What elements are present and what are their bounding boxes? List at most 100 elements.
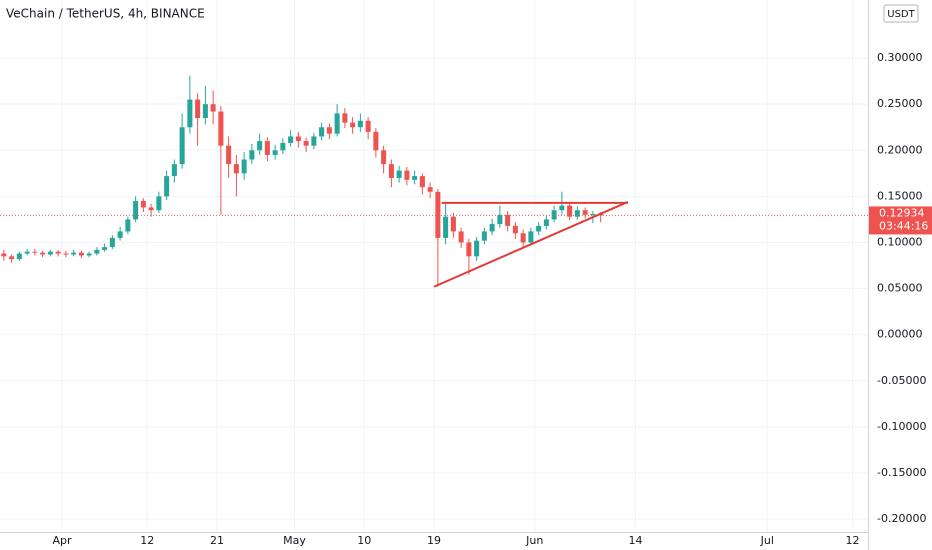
candle-body [218, 111, 224, 146]
x-tick-label: May [283, 534, 306, 547]
candle-body [590, 213, 596, 215]
candle-body [249, 150, 255, 160]
candle-body [226, 145, 232, 165]
candle-body [78, 252, 84, 256]
candle-body [264, 141, 270, 155]
candle-body [559, 205, 565, 211]
candle-body [381, 150, 387, 165]
candle-body [280, 142, 286, 151]
candle-body [241, 159, 247, 174]
candle-body [350, 122, 356, 128]
candle-body [481, 231, 487, 241]
grid [0, 0, 868, 532]
y-tick-label: 0.15000 [877, 189, 923, 202]
candle-body [373, 131, 379, 151]
y-tick-label: -0.05000 [877, 374, 926, 387]
candle-body [466, 242, 472, 257]
candle-body [102, 247, 108, 250]
candle-body [427, 187, 433, 192]
y-tick-label: -0.15000 [877, 466, 926, 479]
candle-body [365, 120, 371, 132]
candle-body [319, 127, 325, 137]
candle-body [1, 253, 7, 257]
candle-body [396, 170, 402, 178]
candle-body [272, 150, 278, 155]
y-tick-label: 0.25000 [877, 97, 923, 110]
y-tick-label: 0.00000 [877, 328, 923, 341]
candle-body [257, 141, 263, 151]
candle-body [505, 214, 511, 226]
candle-body [133, 200, 139, 220]
countdown-label: 03:44:16 [879, 219, 928, 232]
candle-body [32, 251, 38, 253]
candle-body [334, 113, 340, 134]
last-price-badge [869, 206, 932, 235]
candle-body [233, 164, 239, 174]
x-tick-label: Jul [760, 534, 774, 547]
candle-body [140, 200, 146, 208]
candle-body [536, 225, 542, 232]
candle-body [582, 210, 588, 215]
candle-body [512, 225, 518, 234]
candle-body [187, 99, 193, 128]
candle-body [543, 219, 549, 226]
candle-body [450, 216, 456, 232]
y-tick-label: 0.05000 [877, 282, 923, 295]
x-tick-label: Jun [525, 534, 543, 547]
candle-body [388, 164, 394, 178]
candle-body [179, 127, 185, 165]
candle-body [202, 104, 208, 119]
y-tick-label: -0.20000 [877, 512, 926, 525]
candle-body [86, 253, 92, 256]
candle-body [357, 120, 363, 128]
candle-body [342, 113, 348, 123]
candle-body [295, 136, 301, 142]
candle-body [71, 252, 77, 255]
trend-line [433, 201, 629, 288]
plot [0, 75, 868, 288]
candle-body [94, 249, 100, 254]
candle-body [40, 252, 46, 255]
x-tick-label: 21 [210, 534, 224, 547]
candle-body [412, 176, 418, 180]
candle-body [164, 176, 170, 197]
x-tick-label: 12 [846, 534, 860, 547]
candle-body [419, 176, 425, 188]
candle-body [435, 191, 441, 238]
candle-body [458, 231, 464, 243]
candle-body [303, 141, 309, 146]
candle-body [9, 256, 15, 260]
candle-body [16, 253, 22, 260]
candle-body [117, 231, 123, 238]
candle-body [47, 251, 53, 255]
candle-body [520, 233, 526, 243]
candle-body [24, 251, 30, 254]
candle-body [574, 210, 580, 217]
candle-body [404, 170, 410, 180]
candle-body [171, 164, 177, 177]
candle-body [474, 240, 480, 257]
candle-body [109, 237, 115, 248]
candle-body [489, 224, 495, 232]
last-price-label: 0.12934 [879, 206, 925, 219]
candle-body [125, 219, 131, 232]
chart-title: VeChain / TetherUS, 4h, BINANCE [6, 7, 205, 21]
x-tick-label: 14 [629, 534, 643, 547]
currency-badge[interactable] [883, 4, 919, 23]
y-tick-label: 0.30000 [877, 51, 923, 64]
candle-body [497, 214, 503, 225]
candle-body [567, 205, 573, 217]
y-tick-label: 0.20000 [877, 143, 923, 156]
y-tick-label: -0.10000 [877, 420, 926, 433]
x-tick-label: Apr [52, 534, 72, 547]
candle-body [528, 231, 534, 243]
candle-body [63, 253, 69, 255]
candle-body [148, 207, 154, 211]
candle-body [311, 136, 317, 146]
candle-body [156, 196, 162, 211]
candle-body [326, 127, 332, 134]
currency-label: USDT [887, 9, 915, 20]
x-tick-label: 10 [357, 534, 371, 547]
